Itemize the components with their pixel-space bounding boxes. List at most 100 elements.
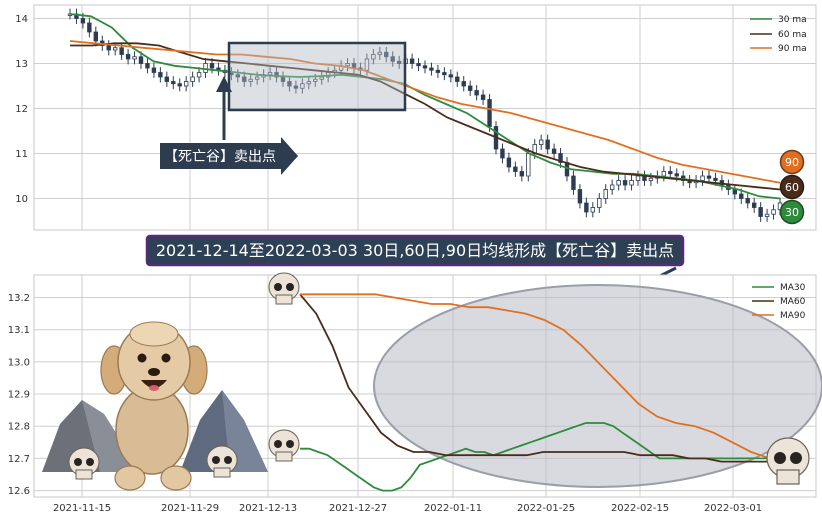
candle-body <box>203 63 208 73</box>
candle-body <box>513 166 518 172</box>
bottom-x-tick-label: 2021-11-15 <box>53 503 111 514</box>
bottom-x-tick-label: 2022-01-25 <box>517 503 575 514</box>
candle-body <box>577 189 583 204</box>
bottom-x-tick-label: 2021-12-13 <box>239 503 297 514</box>
bottom-x-tick-label: 2022-03-01 <box>704 503 762 514</box>
candle-body <box>80 18 86 24</box>
top-y-tick-label: 13 <box>15 59 28 70</box>
candle-body <box>422 65 428 69</box>
candle-body <box>668 171 673 175</box>
candle-body <box>551 148 557 154</box>
poodle-left-eye <box>137 353 147 363</box>
candle-body <box>345 63 350 67</box>
legend-label-ma60: MA60 <box>780 297 806 307</box>
bottom-panel-y-ticks: 12.6 12.7 12.8 12.9 13.0 13.1 13.2 <box>8 293 30 497</box>
candle-body <box>487 99 492 127</box>
bottom-y-tick-label: 12.8 <box>8 422 30 433</box>
candle-body <box>390 56 395 62</box>
candle-body <box>635 175 641 181</box>
poodle-mouth <box>141 380 167 388</box>
badge-30-text: 30 <box>785 206 799 219</box>
legend-label-90ma: 90 ma <box>778 44 807 54</box>
badge-90-circle <box>779 149 805 175</box>
candle-body <box>93 31 99 42</box>
candle-body <box>319 76 324 80</box>
poodle-right-leg <box>160 465 192 491</box>
candle-body <box>377 51 383 55</box>
top-panel-frame <box>33 4 817 231</box>
candle-body <box>274 72 279 78</box>
candle-body <box>235 74 241 78</box>
badge-30-circle <box>779 199 805 225</box>
candle-body <box>125 54 131 60</box>
candle-body <box>112 47 118 51</box>
bottom-y-tick-label: 12.6 <box>8 486 30 497</box>
left-rock-shade <box>82 400 132 472</box>
candle-body <box>132 56 137 60</box>
candle-body <box>526 153 531 177</box>
candle-body <box>461 81 466 87</box>
candle-body <box>713 177 718 181</box>
candle-body <box>584 202 589 213</box>
candle-body <box>700 175 705 181</box>
bottom-y-tick-label: 13.1 <box>8 325 30 336</box>
top-y-tick-label: 10 <box>15 194 28 205</box>
candle-body <box>706 175 712 179</box>
bottom-panel-ma-lines <box>299 293 771 492</box>
candle-body <box>674 173 679 177</box>
candle-body <box>313 78 318 82</box>
bottom-y-tick-label: 13.2 <box>8 293 30 304</box>
bottom-x-tick-label: 2022-01-11 <box>424 503 482 514</box>
poodle-left-leg <box>114 465 146 491</box>
badge-60-circle <box>779 174 805 200</box>
candle-body <box>622 180 628 186</box>
top-y-tick-label: 14 <box>15 14 28 25</box>
candle-body <box>158 72 163 78</box>
sell-label-arrow-shape <box>160 137 298 175</box>
candle-body <box>455 76 460 82</box>
candle-body <box>164 76 170 82</box>
legend-label-ma30: MA30 <box>780 283 806 293</box>
candle-body <box>429 67 434 71</box>
top-panel-y-ticks: 10 11 12 13 14 <box>15 14 28 205</box>
candle-body <box>209 63 215 69</box>
candle-body <box>371 54 376 60</box>
candle-body <box>745 198 750 204</box>
candle-body <box>300 83 305 89</box>
top-y-tick-label: 11 <box>15 149 28 160</box>
legend-label-30ma: 30 ma <box>778 15 807 25</box>
candle-body <box>196 72 202 78</box>
candle-body <box>538 139 544 145</box>
candle-body <box>751 202 757 208</box>
candle-body <box>732 189 738 195</box>
bottom-x-tick-label: 2021-11-29 <box>161 503 219 514</box>
bottom-line-MA90 <box>300 293 771 460</box>
badge-90-text: 90 <box>785 156 799 169</box>
candle-body <box>500 148 505 159</box>
candle-body <box>171 81 176 85</box>
top-y-tick-label: 12 <box>15 104 28 115</box>
top-panel-ma-lines <box>69 13 781 200</box>
skull-icon <box>206 445 238 478</box>
candle-body <box>480 94 486 100</box>
skull-icon <box>268 429 300 462</box>
poodle-topknot <box>129 321 179 347</box>
skull-icon <box>68 447 100 480</box>
candle-body <box>597 198 602 208</box>
candle-body <box>739 193 744 199</box>
bottom-y-tick-label: 13.0 <box>8 357 30 368</box>
candle-body <box>254 76 260 80</box>
bottom-y-tick-label: 12.7 <box>8 454 30 465</box>
candle-body <box>590 207 596 213</box>
poodle-nose <box>148 368 160 376</box>
candle-body <box>293 85 299 89</box>
candle-body <box>571 175 576 190</box>
candle-body <box>764 213 770 217</box>
candle-body <box>306 81 312 85</box>
title-banner-box <box>145 234 685 267</box>
top-line-60-ma <box>70 42 781 191</box>
bottom-panel-x-ticks: 2021-11-15 2021-11-29 2021-12-13 2021-12-27… <box>53 503 762 514</box>
candle-body <box>609 184 615 190</box>
